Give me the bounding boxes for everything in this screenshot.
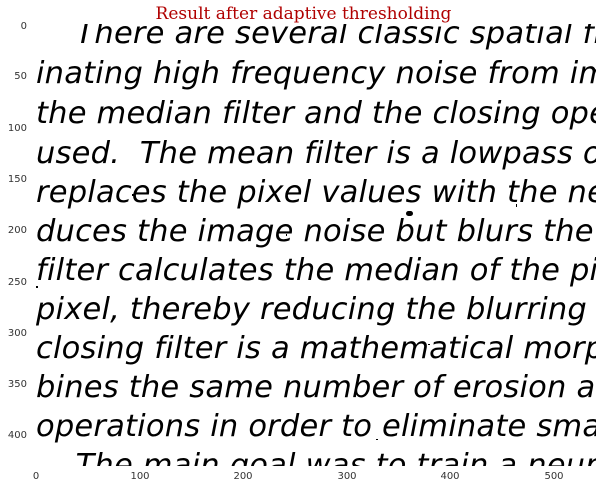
- text-line: There are several classic spatial filter…: [75, 24, 596, 51]
- text-line: inating high frequency noise from images…: [36, 56, 596, 91]
- noise-speck: [516, 204, 517, 207]
- y-tick-label: 300: [7, 328, 27, 339]
- y-tick-label: 100: [7, 123, 27, 134]
- image-area: There are several classic spatial filter…: [36, 24, 596, 466]
- text-line: bines the same number of erosion and dil…: [36, 370, 596, 405]
- noise-speck: [376, 439, 378, 440]
- noise-speck: [36, 286, 38, 288]
- x-tick-label: 500: [544, 471, 564, 482]
- noise-speck: [132, 194, 134, 196]
- y-tick-label: 200: [7, 225, 27, 236]
- x-tick-label: 300: [337, 471, 357, 482]
- text-line: The main goal was to train a neural netw: [75, 448, 596, 466]
- text-line: closing filter is a mathematical morphol…: [36, 331, 596, 366]
- y-tick-label: 400: [7, 430, 27, 441]
- noise-speck: [286, 234, 287, 236]
- noise-speck: [496, 119, 498, 121]
- image-title: Result after adaptive thresholding: [155, 4, 452, 24]
- y-tick-label: 250: [7, 277, 27, 288]
- noise-speck: [428, 344, 430, 345]
- x-tick-label: 200: [233, 471, 253, 482]
- y-tick-label: 0: [20, 21, 27, 32]
- y-tick-label: 150: [7, 174, 27, 185]
- x-tick-label: 100: [130, 471, 150, 482]
- text-line: operations in order to eliminate small o…: [36, 409, 596, 444]
- text-line: filter calculates the median of the pixe…: [36, 253, 596, 288]
- y-tick-label: 350: [7, 379, 27, 390]
- y-tick-label: 50: [14, 71, 27, 82]
- text-line: used. The mean filter is a lowpass or sm…: [36, 136, 596, 171]
- x-tick-label: 0: [32, 471, 40, 482]
- noise-speck: [406, 211, 413, 216]
- x-tick-label: 400: [440, 471, 460, 482]
- text-line: replaces the pixel values with the neigh…: [36, 175, 596, 210]
- text-line: duces the image noise but blurs the imag…: [36, 214, 594, 249]
- text-line: the median filter and the closing openin…: [36, 96, 596, 131]
- text-line: pixel, thereby reducing the blurring eff…: [36, 292, 587, 327]
